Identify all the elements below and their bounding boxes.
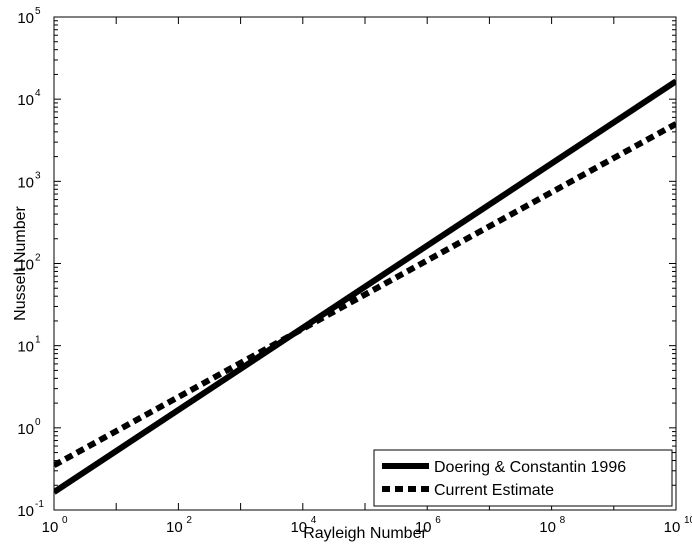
y-tick-label: 10 [17,10,34,27]
legend-label: Doering & Constantin 1996 [434,459,626,476]
x-tick-labels: 1001021041061081010 [42,515,692,536]
legend-box [373,449,673,507]
y-tick-label: 10 [17,174,34,191]
x-tick-label: 10 [415,519,432,536]
y-tick-exponent: 1 [35,335,41,346]
x-tick-exponent: 0 [62,515,68,526]
y-tick-label: 10 [17,503,34,520]
legend: Doering & Constantin 1996 Current Estimat… [373,449,673,507]
x-tick-label: 10 [664,519,681,536]
y-tick-label: 10 [17,421,34,438]
x-tick-label: 10 [166,519,183,536]
x-tick-label: 10 [539,519,556,536]
x-tick-exponent: 2 [186,515,192,526]
x-tick-exponent: 8 [560,515,566,526]
plot-area [53,16,677,511]
series-lines [54,78,676,495]
y-axis-title: Nusselt Number [12,205,29,320]
x-tick-exponent: 4 [311,515,317,526]
y-tick-exponent: 0 [35,417,41,428]
x-tick-exponent: 10 [684,515,692,526]
legend-label: Current Estimate [434,482,554,499]
x-tick-exponent: 6 [435,515,441,526]
y-tick-label: 10 [17,257,34,274]
y-tick-exponent: 3 [35,170,41,181]
series-line-doering-constantin [54,78,676,495]
y-tick-label: 10 [17,339,34,356]
x-tick-label: 10 [290,519,307,536]
y-tick-exponent: -1 [35,499,44,510]
series-line-current-estimate [54,121,676,468]
y-tick-label: 10 [17,92,34,109]
y-tick-exponent: 5 [35,6,41,17]
x-tick-label: 10 [42,519,59,536]
y-tick-exponent: 2 [35,253,41,264]
y-tick-exponent: 4 [35,88,41,99]
x-axis-title: Rayleigh Number [303,525,427,542]
